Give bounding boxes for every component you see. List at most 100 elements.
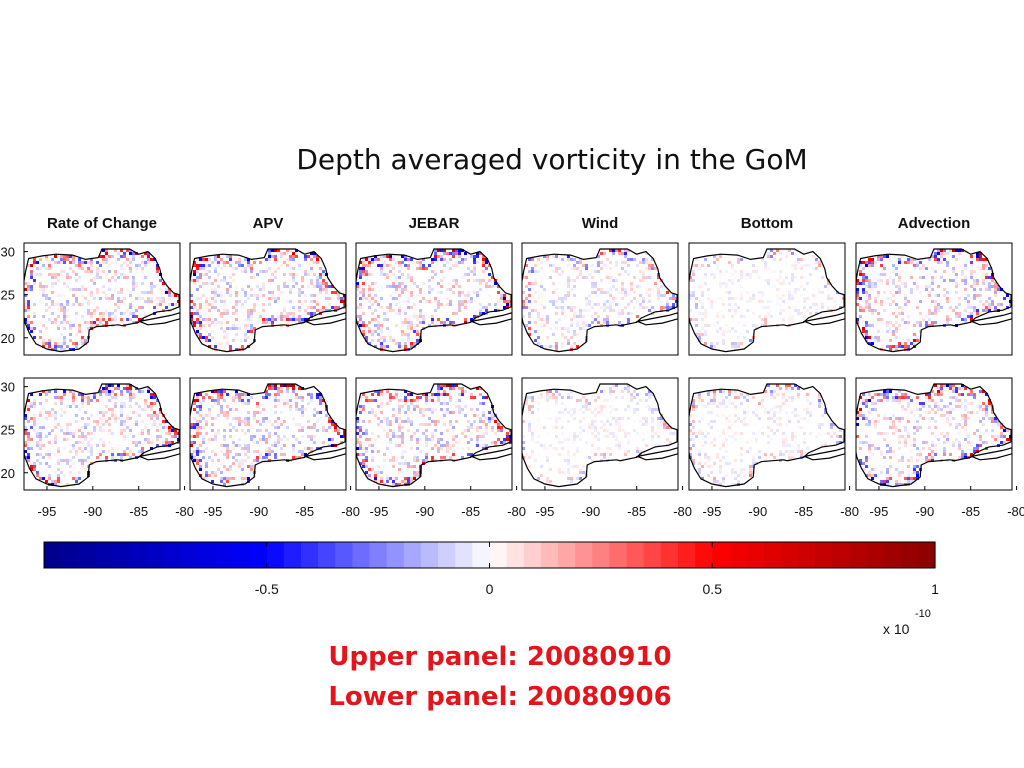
panel-frame <box>855 242 1013 356</box>
lat-tick-label: 30 <box>1 380 15 395</box>
colorbar-ticks: -0.5 0 0.5 1 <box>255 542 939 597</box>
coastline-cuba <box>137 447 180 461</box>
panel-frame <box>189 242 347 356</box>
coastline <box>856 248 1012 353</box>
coastline <box>522 248 678 353</box>
colorbar-swatch <box>849 542 868 568</box>
colorbar-swatch <box>455 542 473 568</box>
map-panel-upper-4 <box>688 242 846 356</box>
colorbar-swatch <box>386 542 405 568</box>
map-panel-upper-0: 30 25 20 <box>1 242 181 356</box>
lon-tick-label: -80 <box>673 504 692 519</box>
colorbar-swatch <box>215 542 234 568</box>
coastline-cuba <box>469 447 512 461</box>
lon-tick-label: -90 <box>748 504 767 519</box>
panel-frame <box>521 377 679 491</box>
upper-panel-caption: Upper panel: 20080910 <box>328 642 672 672</box>
colorbar-swatch <box>181 542 199 568</box>
panel-frame <box>688 242 846 356</box>
colorbar-swatch <box>763 542 782 568</box>
coastline-cuba <box>303 312 346 326</box>
coastline-cuba <box>303 447 346 461</box>
lon-tick-label: -85 <box>794 504 813 519</box>
lon-tick-label: -95 <box>38 504 57 519</box>
colorbar-swatch <box>318 542 336 568</box>
colorbar-swatches <box>44 542 936 568</box>
colorbar-swatch <box>472 542 491 568</box>
colorbar-swatch <box>592 542 611 568</box>
colorbar-swatch <box>420 542 439 568</box>
colorbar-swatch <box>301 542 319 568</box>
colorbar-tick-label: 0 <box>486 581 494 597</box>
colorbar-swatch <box>712 542 730 568</box>
coastline-cuba <box>802 312 845 326</box>
colorbar-swatch <box>575 542 593 568</box>
coastline-cuba <box>969 312 1012 326</box>
colorbar-swatch <box>729 542 748 568</box>
lon-tick-label: -80 <box>341 504 360 519</box>
lower-panel-caption: Lower panel: 20080906 <box>328 682 672 712</box>
map-panel-upper-5 <box>855 242 1013 356</box>
lat-tick-label: 25 <box>1 288 15 303</box>
colorbar-swatch <box>352 542 371 568</box>
panel-title: Advection <box>898 215 971 232</box>
lon-tick-label: -85 <box>295 504 314 519</box>
coastline-cuba <box>635 312 678 326</box>
colorbar-swatch <box>626 542 645 568</box>
colorbar-swatch <box>523 542 542 568</box>
panel-frame <box>189 377 347 491</box>
colorbar-swatch <box>129 542 148 568</box>
map-panel-lower-2: -95 -90 -85 -80 <box>355 377 526 519</box>
colorbar-swatch <box>900 542 919 568</box>
lat-tick-label: 30 <box>1 245 15 260</box>
colorbar-tick-label: 0.5 <box>703 581 723 597</box>
lon-tick-label: -85 <box>627 504 646 519</box>
colorbar-swatch <box>558 542 576 568</box>
lon-tick-label: -90 <box>249 504 268 519</box>
coastline <box>190 383 346 488</box>
panel-frame <box>23 242 181 356</box>
colorbar-swatch <box>335 542 354 568</box>
map-panel-lower-3: -95 -90 -85 -80 <box>521 377 692 519</box>
colorbar-swatch <box>780 542 799 568</box>
colorbar-swatch <box>61 542 79 568</box>
colorbar-tick-label: 1 <box>931 581 939 597</box>
lon-tick-label: -90 <box>83 504 102 519</box>
colorbar-swatch <box>677 542 696 568</box>
colorbar-swatch <box>403 542 422 568</box>
coastline <box>356 248 512 353</box>
colorbar-tick-label: -0.5 <box>255 581 279 597</box>
colorbar-swatch <box>489 542 508 568</box>
colorbar-swatch <box>44 542 62 568</box>
colorbar-swatch <box>797 542 816 568</box>
coastline-cuba <box>137 312 180 326</box>
colorbar-swatch <box>112 542 131 568</box>
lon-tick-label: -85 <box>461 504 480 519</box>
lon-tick-label: -90 <box>415 504 434 519</box>
coastline <box>24 383 180 488</box>
map-panel-lower-5: -95 -90 -85 -80 <box>855 377 1024 519</box>
colorbar-swatch <box>746 542 765 568</box>
lat-tick-label: 25 <box>1 423 15 438</box>
panel-frame <box>355 377 513 491</box>
colorbar-swatch <box>540 542 559 568</box>
panel-frame <box>855 377 1013 491</box>
slide-title: Depth averaged vorticity in the GoM <box>296 143 808 176</box>
colorbar-swatch <box>249 542 268 568</box>
panel-frame <box>355 242 513 356</box>
panel-frame <box>23 377 181 491</box>
colorbar-swatch <box>883 542 902 568</box>
colorbar-swatch <box>695 542 713 568</box>
lon-tick-label: -80 <box>175 504 194 519</box>
lat-tick-label: 20 <box>1 466 15 481</box>
lon-tick-label: -95 <box>870 504 889 519</box>
coastline-cuba <box>969 447 1012 461</box>
coastline <box>356 383 512 488</box>
colorbar-swatch <box>660 542 679 568</box>
coastline <box>190 248 346 353</box>
colorbar-swatch <box>283 542 302 568</box>
colorbar-exponent: -10 <box>915 608 931 620</box>
colorbar-multiplier: x 10 <box>883 621 910 637</box>
panel-background <box>522 243 678 355</box>
map-panel-upper-1 <box>189 242 347 356</box>
